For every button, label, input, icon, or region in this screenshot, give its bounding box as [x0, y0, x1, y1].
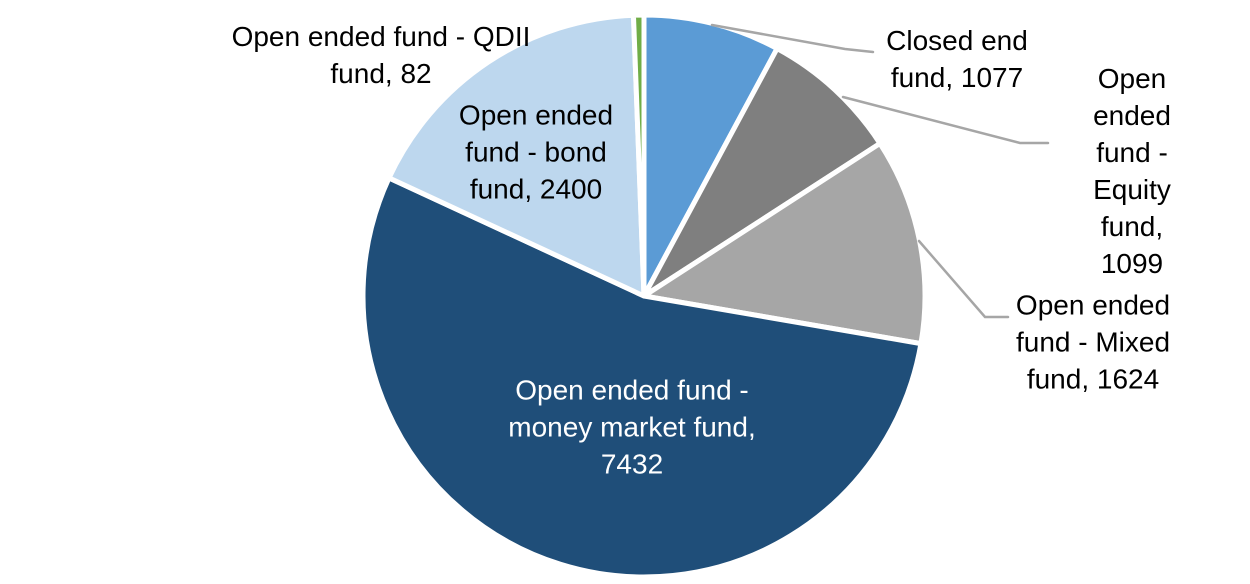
data-label-equity-fund: Open ended fund - Equity fund, 1099	[1093, 63, 1171, 279]
leader-line-equity-fund	[841, 95, 1050, 145]
data-label-closed-end-fund: Closed end fund, 1077	[886, 25, 1028, 93]
pie-slice-equity-fund	[641, 46, 883, 299]
data-label-bond-fund: Open ended fund - bond fund, 2400	[458, 99, 614, 205]
pie-slice-closed-end-fund	[641, 12, 780, 299]
pie-slice-bond-fund	[386, 12, 647, 299]
pie-slice-mixed-fund	[641, 140, 928, 347]
leader-line-closed-end-fund	[710, 23, 875, 54]
data-label-money-market-fund: Open ended fund - money market fund, 743…	[508, 374, 756, 480]
leader-line-mixed-fund	[917, 239, 1010, 319]
data-label-mixed-fund: Open ended fund - Mixed fund, 1624	[1015, 289, 1171, 395]
pie-slice-qdii-fund	[630, 12, 647, 299]
data-label-qdii-fund: Open ended fund - QDII fund, 82	[231, 21, 531, 89]
pie-slice-money-market-fund	[360, 175, 924, 580]
